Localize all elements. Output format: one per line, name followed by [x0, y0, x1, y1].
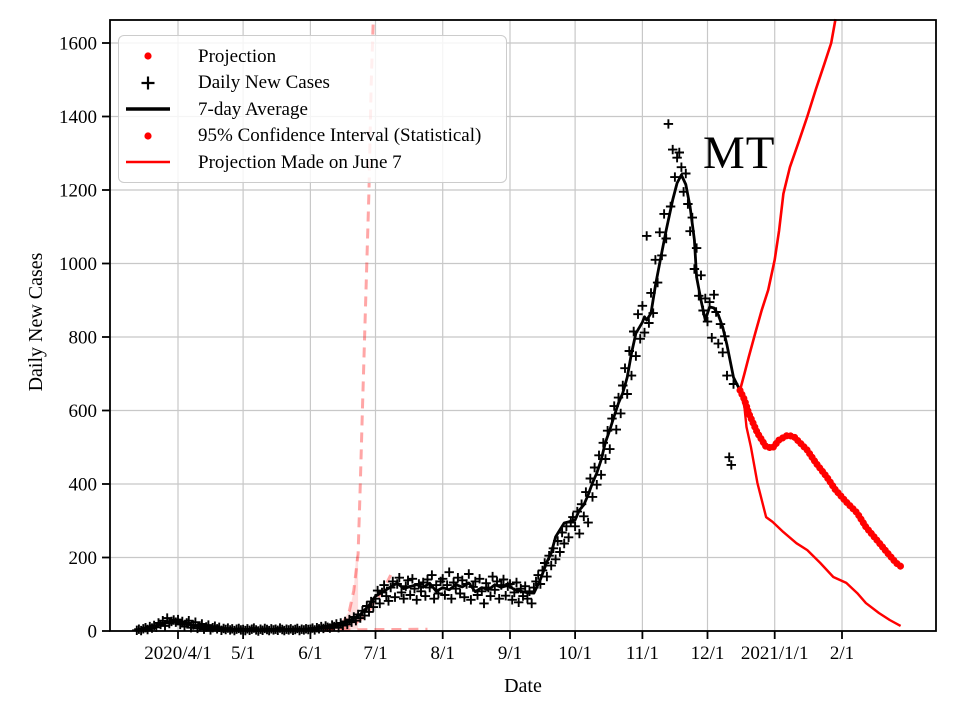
- line-marker-icon: [122, 154, 174, 170]
- y-axis-label: Daily New Cases: [25, 252, 47, 391]
- y-tick-label: 800: [69, 328, 98, 349]
- ci-upper-line: [738, 18, 837, 391]
- line-marker-icon: [122, 101, 174, 117]
- legend-item-projection-made-on-june-7: Projection Made on June 7: [119, 149, 506, 175]
- x-tick-label: 2020/4/1: [144, 643, 212, 664]
- legend-item-projection: Projection: [119, 43, 506, 69]
- dot-marker-icon: [122, 48, 174, 64]
- legend-label: Daily New Cases: [198, 72, 330, 93]
- legend-label: Projection: [198, 45, 277, 67]
- x-axis-label: Date: [504, 675, 542, 697]
- plus-marker-icon: [122, 75, 174, 91]
- x-tick-label: 12/1: [691, 643, 725, 664]
- x-tick-label: 10/1: [558, 643, 592, 664]
- daily-new-cases-scatter: [132, 119, 739, 636]
- x-tick-label: 8/1: [431, 643, 455, 664]
- y-tick-label: 0: [88, 622, 98, 643]
- dot-marker-icon: [122, 128, 174, 144]
- axis-ticks: 2020/4/1 5/1 6/1 7/1 8/1 9/1 10/1 11/1 12/1 2021/…: [59, 34, 854, 665]
- legend-box: Projection Daily New Cases 7-day Average 95…: [118, 35, 507, 183]
- legend-item-daily-new-cases: Daily New Cases: [119, 70, 506, 96]
- legend-label: 95% Confidence Interval (Statistical): [198, 125, 482, 146]
- legend-item-95-confidence-interval-statistical: 95% Confidence Interval (Statistical): [119, 123, 506, 149]
- y-tick-label: 200: [69, 548, 98, 569]
- y-tick-label: 1400: [59, 107, 97, 128]
- x-tick-label: 5/1: [231, 643, 255, 664]
- y-tick-label: 1200: [59, 181, 97, 202]
- projection-dotted-line: [736, 386, 905, 570]
- plot-border: [109, 19, 937, 632]
- y-tick-label: 600: [69, 401, 98, 422]
- x-tick-label: 6/1: [298, 643, 322, 664]
- legend-label: 7-day Average: [198, 98, 308, 120]
- x-tick-label: 2/1: [830, 643, 854, 664]
- legend-item-7-day-average: 7-day Average: [119, 96, 506, 122]
- x-tick-label: 7/1: [363, 643, 387, 664]
- y-tick-label: 1000: [59, 254, 97, 275]
- y-tick-label: 1600: [59, 34, 97, 55]
- x-tick-label: 2021/1/1: [741, 643, 809, 664]
- y-tick-label: 400: [69, 475, 98, 496]
- x-tick-label: 11/1: [626, 643, 659, 664]
- x-tick-label: 9/1: [498, 643, 522, 664]
- seven-day-average-line: [138, 173, 742, 632]
- legend-label: Projection Made on June 7: [198, 151, 402, 173]
- state-annotation: MT: [703, 127, 776, 179]
- ci-lower-line: [738, 389, 902, 627]
- june7-confidence-band: [323, 553, 359, 631]
